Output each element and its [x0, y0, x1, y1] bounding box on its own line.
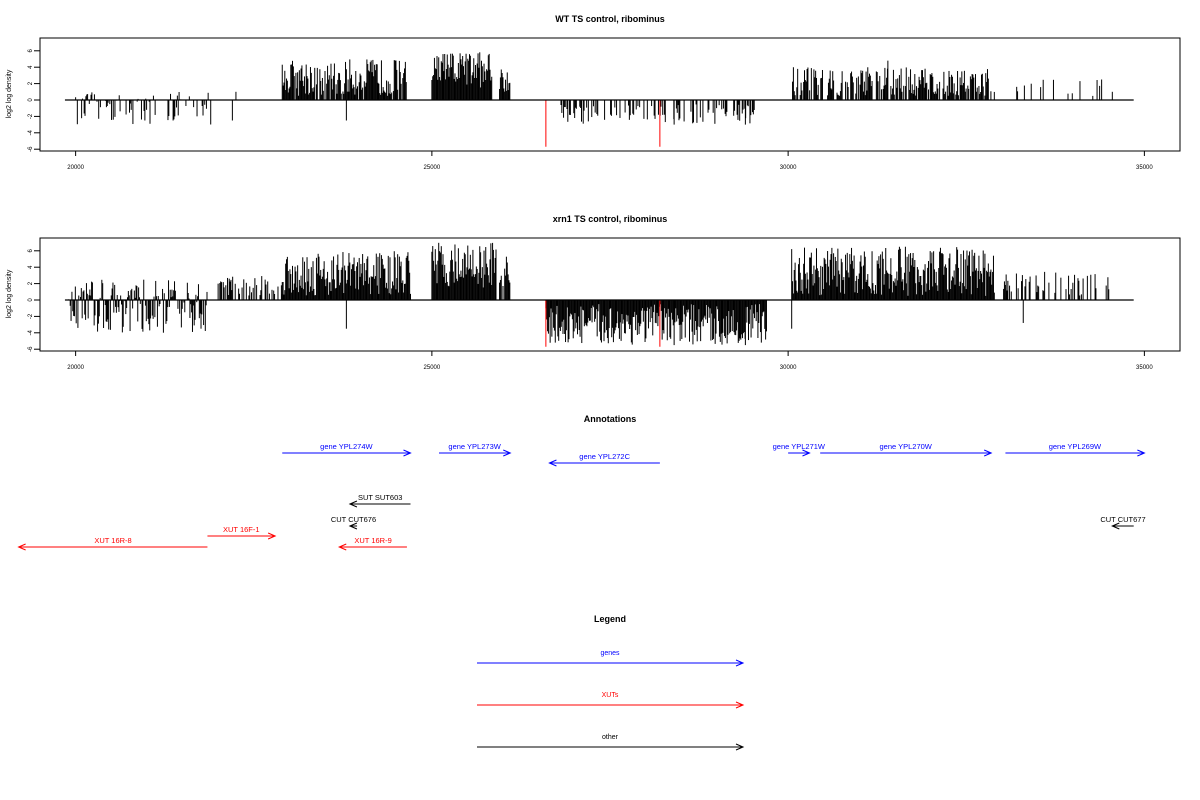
- annotation-arrow-head: [267, 532, 277, 540]
- x-tick-label: 25000: [424, 365, 441, 371]
- bars-wt: [64, 52, 1134, 147]
- y-axis-label-wt: log2 log density: [6, 69, 13, 118]
- annotation-arrow-head: [503, 449, 512, 457]
- y-tick-label: 2: [28, 281, 34, 285]
- x-tick-label: 30000: [780, 365, 797, 371]
- legend-label-gene: genes: [600, 650, 620, 657]
- plot-frame-xrn1: [39, 237, 1181, 352]
- plot-frame-wt: [39, 37, 1181, 152]
- y-tick-label: 6: [28, 48, 34, 52]
- x-axis-wt: 20000 25000 30000 35000: [67, 151, 1153, 171]
- legend-items: genes XUTs other: [477, 650, 745, 751]
- y-tick-label: -2: [28, 113, 34, 119]
- annotation-arrow-head: [17, 543, 26, 551]
- y-tick-label: 0: [28, 98, 34, 102]
- annotation-arrow-head: [1137, 449, 1146, 457]
- y-tick-label: -2: [28, 313, 34, 319]
- annotation-label: XUT 16R-9: [354, 536, 391, 545]
- annotation-label: XUT 16F-1: [223, 525, 260, 534]
- annotation-label: gene YPL269W: [1049, 442, 1102, 451]
- y-axis-label-xrn1: log2 log density: [6, 269, 13, 318]
- panel-title-xrn1: xrn1 TS control, ribominus: [553, 214, 668, 224]
- annotation-arrow-head: [337, 543, 347, 551]
- y-tick-label: 2: [28, 81, 34, 85]
- legend-title: Legend: [594, 614, 626, 624]
- y-tick-label: -6: [28, 346, 34, 352]
- annotation-label: gene YPL271W: [773, 442, 826, 451]
- legend-section: Legend genes XUTs other: [477, 614, 745, 751]
- x-tick-label: 35000: [1136, 365, 1153, 371]
- annotation-label: gene YPL270W: [879, 442, 932, 451]
- y-tick-label: -6: [28, 146, 34, 152]
- x-tick-label: 30000: [780, 165, 797, 171]
- panel-wt: WT TS control, ribominus log2 log densit…: [6, 14, 1181, 171]
- annotations-title: Annotations: [584, 414, 637, 424]
- y-tick-label: 6: [28, 248, 34, 252]
- x-tick-label: 20000: [67, 165, 84, 171]
- legend-arrow-other-head: [735, 743, 745, 751]
- x-tick-label: 35000: [1136, 165, 1153, 171]
- annotation-label: XUT 16R-8: [94, 536, 131, 545]
- annotation-tracks: gene YPL274W gene YPL273W gene YPL272C gene…: [17, 442, 1146, 551]
- annotation-arrow-head: [802, 449, 811, 457]
- legend-arrow-gene-head: [735, 659, 745, 667]
- annotation-label: gene YPL273W: [448, 442, 501, 451]
- annotations-section: Annotations gene YPL274W gene YPL273Wgene…: [17, 414, 1146, 551]
- y-tick-label: 4: [28, 65, 34, 69]
- y-tick-label: -4: [28, 129, 34, 135]
- y-axis-xrn1: -6 -4 -2 0 2 4 6: [28, 248, 41, 352]
- y-tick-label: 4: [28, 265, 34, 269]
- annotation-label: gene YPL274W: [320, 442, 373, 451]
- bars-xrn1: [64, 242, 1134, 347]
- annotation-label: SUT SUT603: [358, 493, 402, 502]
- y-tick-label: -4: [28, 329, 34, 335]
- annotation-arrow-head: [548, 459, 557, 467]
- annotation-arrow-head: [348, 522, 358, 530]
- x-axis-xrn1: 20000 25000 30000 35000: [67, 351, 1153, 371]
- annotation-arrow-head: [348, 500, 358, 508]
- annotation-label: gene YPL272C: [579, 452, 630, 461]
- annotation-arrow-head: [1111, 522, 1120, 530]
- legend-arrow-xut-head: [735, 701, 745, 709]
- y-axis-wt: -6 -4 -2 0 2 4 6: [28, 48, 41, 152]
- legend-label-other: other: [602, 734, 619, 741]
- x-tick-label: 25000: [424, 165, 441, 171]
- annotation-arrow-head: [403, 449, 412, 457]
- annotation-arrow-head: [983, 449, 993, 457]
- annotation-label: CUT CUT677: [1100, 515, 1145, 524]
- legend-label-xut: XUTs: [602, 692, 619, 699]
- panel-xrn1: xrn1 TS control, ribominus log2 log dens…: [6, 214, 1181, 371]
- x-tick-label: 20000: [67, 365, 84, 371]
- annotation-label: CUT CUT676: [331, 515, 376, 524]
- panel-title-wt: WT TS control, ribominus: [555, 14, 665, 24]
- y-tick-label: 0: [28, 298, 34, 302]
